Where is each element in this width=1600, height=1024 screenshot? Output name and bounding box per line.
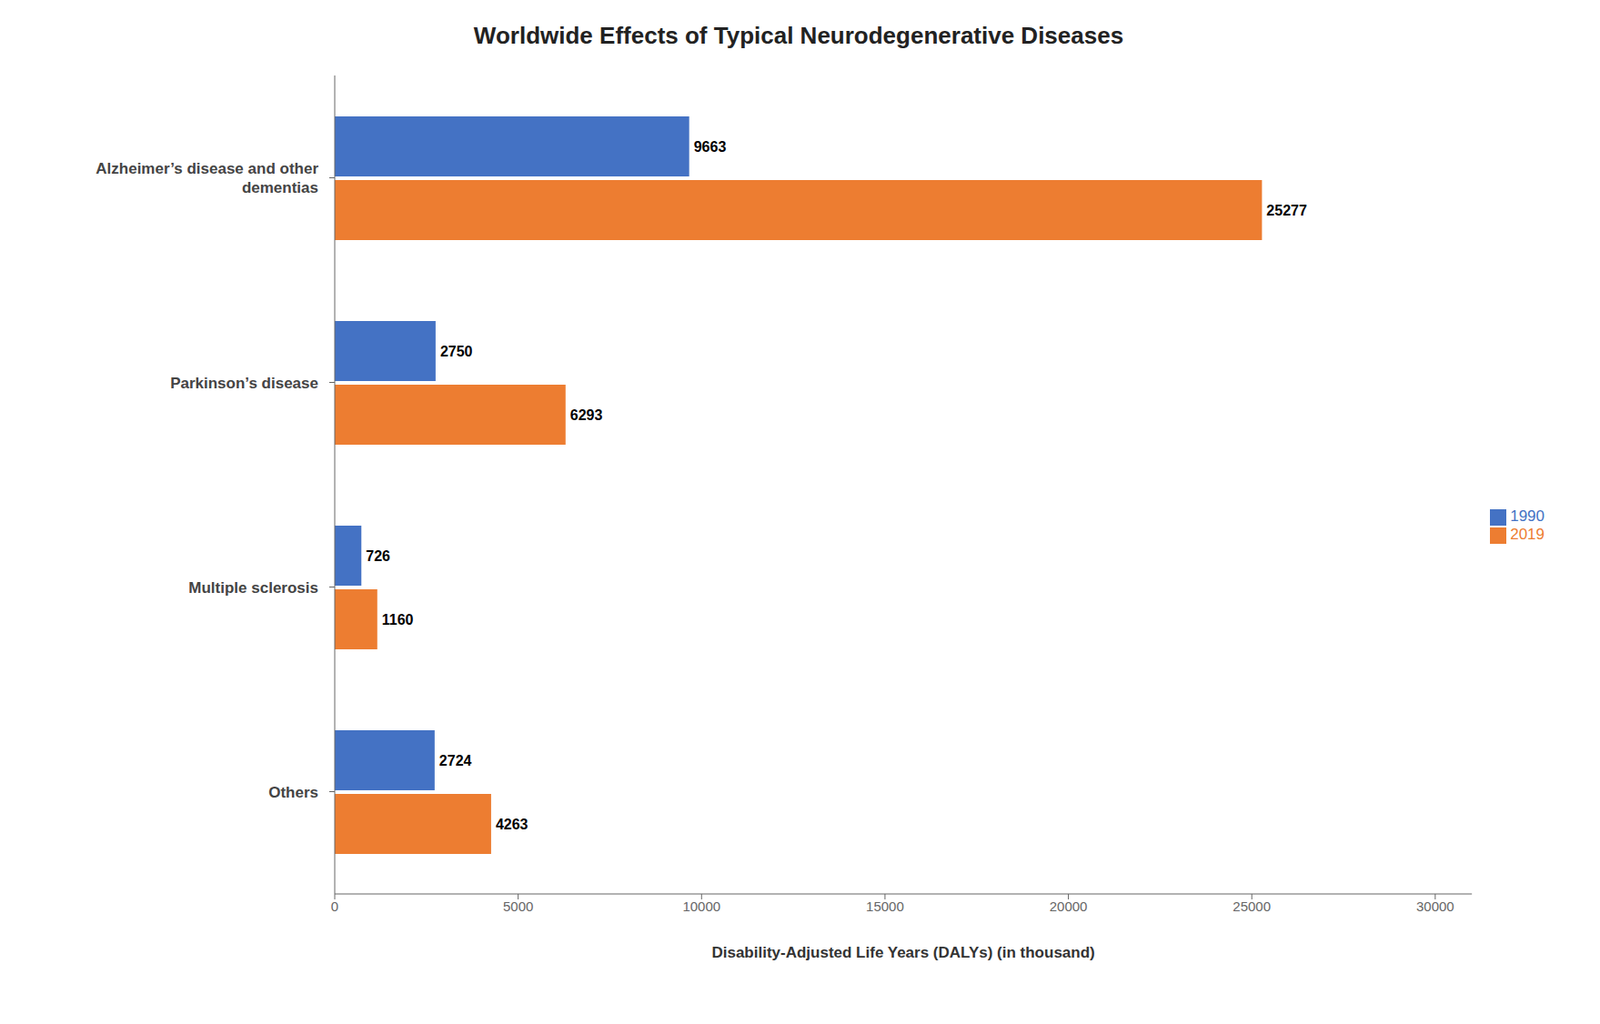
svg-text:Alzheimer’s disease and otherd: Alzheimer’s disease and otherdementias (95, 160, 319, 197)
html-text:Worldwide Effects of Typical N: Worldwide Effects of Typical Neurodegene… (473, 21, 1124, 50)
svg-text:9663: 9663 (694, 139, 727, 155)
svg-text:726: 726 (365, 548, 391, 564)
svg-text:5000: 5000 (503, 898, 534, 915)
html-text:2019: 2019 (1510, 525, 1545, 544)
svg-text:Others: Others (268, 783, 319, 801)
svg-text:Disability-Adjusted Life Years: Disability-Adjusted Life Years (DALYs) (… (711, 944, 1095, 962)
svg-text:2750: 2750 (440, 343, 473, 360)
html-text:1990: 1990 (1510, 507, 1545, 525)
svg-text:0: 0 (331, 898, 339, 915)
svg-text:6293: 6293 (570, 407, 604, 423)
svg-text:1160: 1160 (382, 612, 414, 628)
svg-text:25000: 25000 (1232, 898, 1271, 915)
svg-text:Parkinson’s disease: Parkinson’s disease (170, 373, 319, 392)
svg-text:25277: 25277 (1266, 202, 1308, 219)
svg-text:4263: 4263 (495, 816, 529, 833)
svg-text:20000: 20000 (1049, 898, 1088, 915)
svg-text:30000: 30000 (1416, 898, 1455, 915)
svg-text:10000: 10000 (682, 898, 721, 915)
svg-text:15000: 15000 (865, 898, 905, 915)
svg-text:2724: 2724 (439, 753, 473, 769)
svg-text:Multiple sclerosis: Multiple sclerosis (188, 578, 319, 596)
